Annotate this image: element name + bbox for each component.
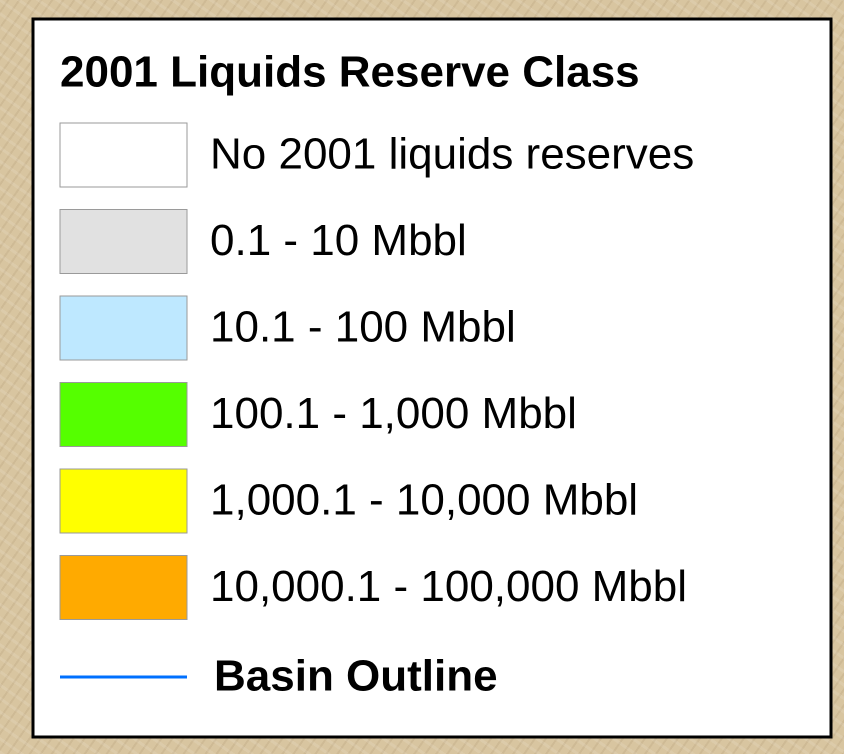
legend-label: 0.1 - 10 Mbbl	[210, 216, 467, 265]
legend-swatch	[60, 556, 187, 620]
legend-label: 100.1 - 1,000 Mbbl	[210, 389, 577, 438]
legend-label: 1,000.1 - 10,000 Mbbl	[210, 476, 638, 525]
legend-swatch	[60, 296, 187, 360]
legend-swatch	[60, 383, 187, 447]
legend-label: 10.1 - 100 Mbbl	[210, 303, 516, 352]
legend-title: 2001 Liquids Reserve Class	[60, 48, 640, 97]
legend-swatch	[60, 210, 187, 274]
map-legend-view: 2001 Liquids Reserve Class No 2001 liqui…	[0, 0, 844, 754]
legend-label: 10,000.1 - 100,000 Mbbl	[210, 562, 687, 611]
legend-label: Basin Outline	[214, 652, 498, 701]
legend-label: No 2001 liquids reserves	[210, 130, 694, 179]
legend-swatch	[60, 123, 187, 187]
legend-swatch	[60, 469, 187, 533]
